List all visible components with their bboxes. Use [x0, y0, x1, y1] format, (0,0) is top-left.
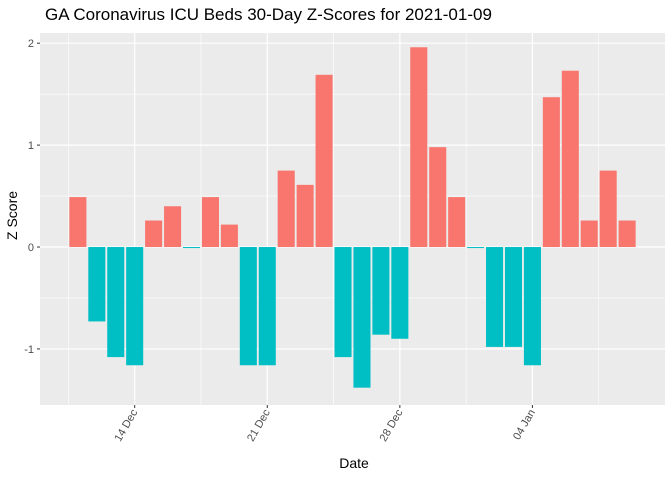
bar — [69, 197, 87, 248]
bar — [353, 247, 371, 388]
bar — [410, 47, 428, 248]
bars — [69, 47, 636, 388]
bar — [182, 247, 201, 249]
bar — [391, 247, 409, 339]
bar — [486, 247, 504, 347]
bar — [561, 70, 579, 248]
bar — [164, 206, 182, 248]
bar — [258, 247, 276, 366]
minor-gridlines — [40, 33, 665, 405]
bar — [542, 97, 560, 248]
y-tick-label: 2 — [28, 38, 34, 50]
bar — [239, 247, 257, 366]
x-tick-label: 14 Dec — [112, 407, 140, 444]
bar — [372, 247, 390, 335]
plot-panel — [40, 33, 665, 405]
y-tick-label: -1 — [24, 344, 34, 356]
x-tick-label: 28 Dec — [378, 407, 406, 444]
bar — [220, 224, 238, 248]
bar — [618, 220, 636, 248]
y-tick-label: 1 — [28, 140, 34, 152]
bar — [523, 247, 541, 366]
bar — [201, 197, 219, 248]
bar — [277, 170, 295, 248]
x-axis-label: Date — [339, 455, 369, 471]
bar — [429, 147, 447, 248]
bar — [145, 220, 163, 248]
x-axis: 14 Dec 21 Dec 28 Dec 04 Jan — [112, 405, 538, 444]
y-axis: -1 0 1 2 — [24, 38, 40, 356]
bar — [504, 247, 523, 347]
x-tick-label: 21 Dec — [245, 407, 273, 444]
bar — [467, 247, 485, 249]
y-tick-label: 0 — [28, 242, 34, 254]
y-axis-label: Z Score — [4, 190, 20, 240]
bar — [599, 170, 617, 248]
bar — [88, 247, 106, 322]
bar — [315, 74, 333, 248]
bar — [126, 247, 144, 366]
bar — [448, 197, 466, 248]
bar — [107, 247, 125, 358]
chart-title: GA Coronavirus ICU Beds 30-Day Z-Scores … — [45, 5, 492, 24]
bar — [580, 220, 598, 248]
bar — [334, 247, 352, 358]
bar — [296, 184, 314, 248]
x-tick-label: 04 Jan — [511, 408, 538, 443]
